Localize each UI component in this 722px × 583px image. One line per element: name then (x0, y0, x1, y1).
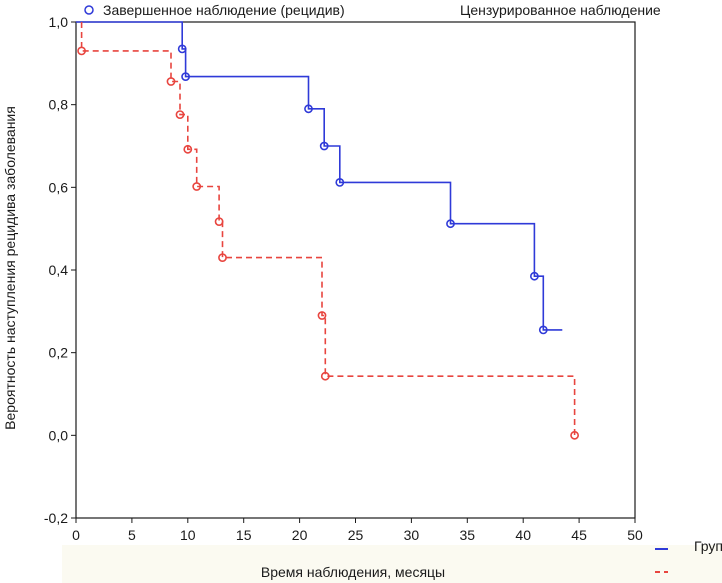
y-tick-label: -0,2 (44, 510, 68, 526)
event-marker-series-1 (335, 177, 345, 187)
event-marker-series-2 (320, 371, 330, 381)
y-axis-title: Вероятность наступления рецидива заболев… (2, 106, 18, 430)
y-tick-label: 1,0 (49, 14, 69, 30)
x-axis-ticks: 0 5 10 15 20 25 30 35 40 45 50 (72, 518, 643, 543)
y-tick-label: 0,4 (49, 262, 69, 278)
x-tick-label: 25 (348, 527, 364, 543)
series-line-1 (76, 21, 563, 331)
legend: Завершенное наблюдение (рецидив) Цензури… (84, 2, 661, 18)
legend-marker-event (84, 5, 94, 15)
event-marker-series-1 (538, 325, 548, 335)
x-tick-label: 50 (627, 527, 643, 543)
event-marker-series-2 (183, 144, 193, 154)
x-tick-label: 10 (180, 527, 196, 543)
partial-legend-text: Груп (694, 538, 722, 554)
x-tick-label: 0 (72, 527, 80, 543)
plot-frame (75, 21, 636, 519)
event-marker-series-2 (218, 253, 227, 262)
x-tick-label: 40 (515, 527, 531, 543)
event-marker-series-2 (570, 430, 579, 440)
event-marker-series-2 (192, 182, 202, 191)
event-marker-series-1 (304, 104, 313, 114)
x-tick-label: 20 (292, 527, 308, 543)
event-marker-series-1 (181, 72, 190, 81)
y-axis-ticks: -0,2 0,0 0,2 0,4 0,6 0,8 1,0 (44, 14, 76, 526)
x-tick-label: 5 (128, 527, 136, 543)
x-axis-title: Время наблюдения, месяцы (261, 564, 445, 580)
event-marker-series-2 (317, 311, 327, 320)
event-marker-series-1 (177, 44, 187, 54)
y-tick-label: 0,6 (49, 179, 69, 195)
x-tick-label: 35 (460, 527, 476, 543)
x-tick-label: 15 (236, 527, 252, 543)
series-layer (76, 21, 579, 440)
series-line-2 (80, 22, 576, 436)
legend-label-censored: Цензурированное наблюдение (460, 2, 661, 18)
bottom-band (62, 545, 722, 583)
y-tick-label: 0,2 (49, 345, 69, 361)
y-tick-label: 0,0 (49, 427, 69, 443)
event-marker-series-1 (319, 141, 329, 151)
legend-label-event: Завершенное наблюдение (рецидив) (103, 2, 345, 18)
event-marker-series-1 (530, 271, 539, 281)
legend-marker-censored (440, 5, 450, 15)
y-tick-label: 0,8 (49, 97, 69, 113)
event-marker-series-2 (77, 46, 86, 56)
event-marker-series-2 (175, 110, 185, 119)
event-marker-series-1 (446, 219, 455, 229)
event-marker-series-2 (214, 217, 224, 226)
event-marker-series-2 (166, 77, 176, 86)
x-tick-label: 45 (571, 527, 587, 543)
x-tick-label: 30 (404, 527, 420, 543)
